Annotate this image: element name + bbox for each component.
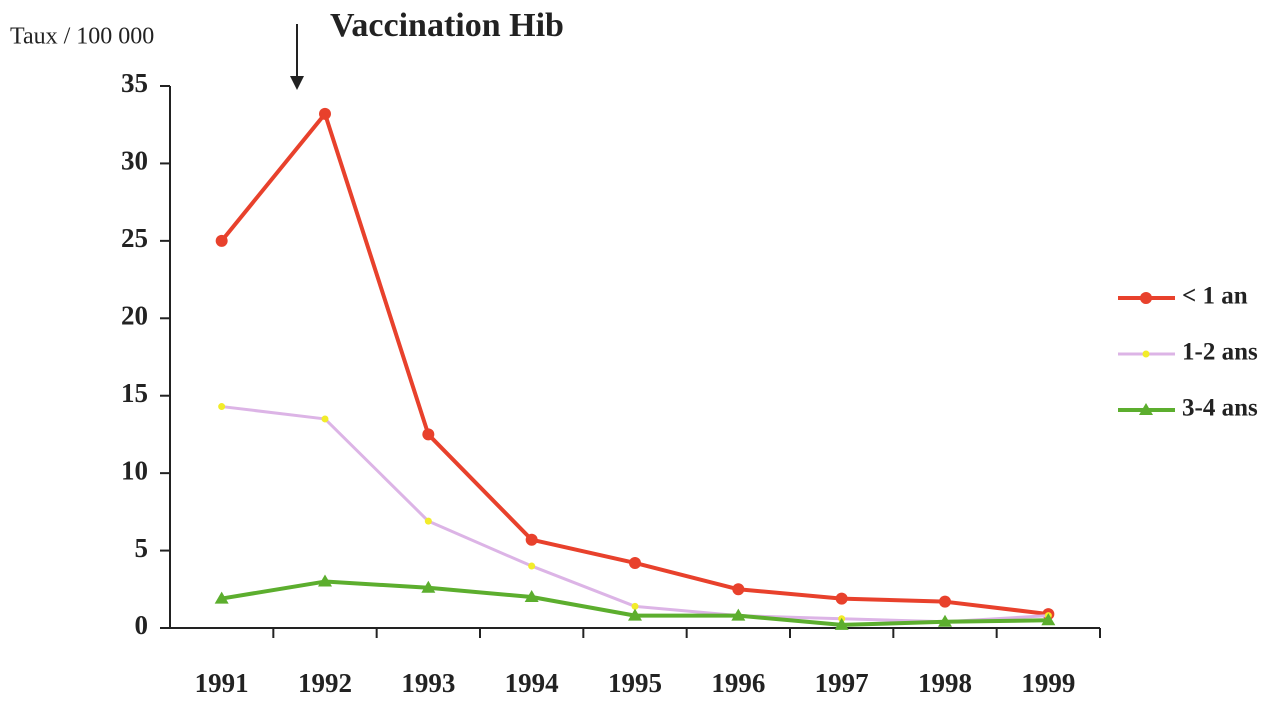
marker bbox=[214, 591, 229, 604]
x-tick-label: 1991 bbox=[195, 668, 249, 698]
x-tick-label: 1996 bbox=[711, 668, 765, 698]
y-tick-label: 25 bbox=[121, 223, 148, 253]
legend-label: < 1 an bbox=[1182, 283, 1248, 310]
marker bbox=[939, 595, 951, 608]
marker bbox=[731, 608, 746, 621]
y-tick-label: 20 bbox=[121, 300, 148, 330]
marker bbox=[525, 533, 538, 546]
marker bbox=[218, 403, 226, 411]
marker bbox=[528, 562, 536, 570]
marker bbox=[835, 592, 848, 605]
legend-label: 1-2 ans bbox=[1182, 339, 1258, 366]
x-tick-label: 1995 bbox=[608, 668, 662, 698]
marker bbox=[318, 574, 332, 587]
marker bbox=[1041, 613, 1056, 626]
marker bbox=[215, 234, 228, 247]
marker bbox=[1142, 350, 1150, 358]
marker bbox=[1139, 403, 1153, 415]
marker bbox=[424, 517, 432, 525]
y-tick-label: 0 bbox=[135, 610, 149, 640]
x-tick-label: 1997 bbox=[815, 668, 869, 698]
marker bbox=[631, 602, 639, 610]
marker bbox=[629, 556, 641, 569]
marker bbox=[732, 583, 745, 596]
x-tick-label: 1999 bbox=[1021, 668, 1075, 698]
series-line bbox=[220, 111, 1049, 617]
series-line bbox=[221, 405, 1049, 624]
marker bbox=[421, 580, 436, 593]
x-tick-label: 1998 bbox=[918, 668, 972, 698]
y-tick-label: 30 bbox=[121, 146, 148, 176]
y-tick-label: 5 bbox=[135, 533, 149, 563]
y-tick-label: 15 bbox=[121, 378, 148, 408]
marker bbox=[321, 415, 329, 423]
y-axis-label: Taux / 100 000 bbox=[10, 24, 154, 50]
marker bbox=[628, 608, 642, 621]
marker bbox=[1140, 292, 1152, 304]
chart-title: Vaccination Hib bbox=[330, 7, 564, 44]
marker bbox=[938, 614, 952, 627]
x-tick-label: 1994 bbox=[505, 668, 559, 698]
y-tick-label: 35 bbox=[121, 68, 148, 98]
marker bbox=[319, 107, 331, 120]
annotation-arrow bbox=[290, 24, 304, 90]
x-tick-label: 1992 bbox=[298, 668, 352, 698]
legend-label: 3-4 ans bbox=[1182, 395, 1258, 422]
y-tick-label: 10 bbox=[121, 455, 148, 485]
marker bbox=[524, 590, 539, 603]
marker bbox=[834, 617, 849, 630]
marker bbox=[422, 428, 435, 441]
x-tick-label: 1993 bbox=[401, 668, 455, 698]
